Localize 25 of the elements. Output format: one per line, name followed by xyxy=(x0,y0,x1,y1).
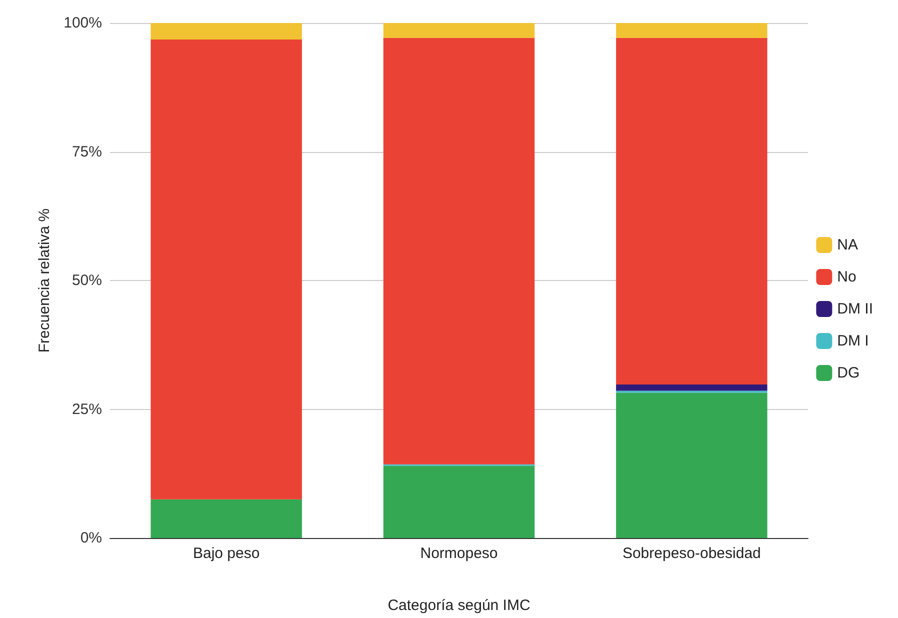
y-tick-label: 75% xyxy=(72,143,102,160)
bar xyxy=(616,38,768,385)
x-axis-title: Categoría según IMC xyxy=(388,597,530,614)
bar xyxy=(383,466,535,538)
y-tick-label: 100% xyxy=(64,14,102,32)
x-tick-label: Sobrepeso-obesidad xyxy=(622,545,761,562)
bar xyxy=(150,499,302,538)
bar xyxy=(150,23,302,40)
legend-label: DM II xyxy=(837,300,874,318)
legend-label: NA xyxy=(837,236,858,254)
bar xyxy=(383,38,535,464)
y-tick-label: 50% xyxy=(72,272,102,289)
bar xyxy=(616,392,768,538)
legend-label: DG xyxy=(837,364,860,382)
y-tick-label: 25% xyxy=(72,400,102,418)
bar xyxy=(150,39,302,500)
x-tick-label: Bajo peso xyxy=(192,545,260,562)
bar xyxy=(616,384,768,391)
legend-label: No xyxy=(837,268,856,286)
legend-label: DM I xyxy=(837,332,869,350)
y-tick-label: 0% xyxy=(80,530,102,546)
x-tick-label: Normopeso xyxy=(420,545,498,562)
y-axis-title: Frecuencia relativa % xyxy=(36,208,53,353)
bar xyxy=(383,23,535,38)
bar xyxy=(616,23,768,38)
